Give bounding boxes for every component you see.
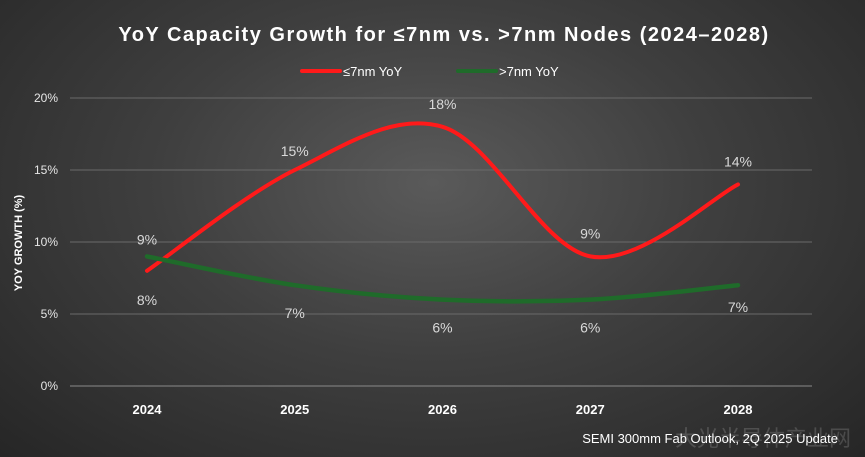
x-tick-label: 2024: [133, 402, 163, 417]
y-tick-label: 5%: [41, 307, 59, 321]
data-label-le7nm: 9%: [580, 225, 600, 241]
legend: ≤7nm YoY >7nm YoY: [300, 64, 559, 79]
y-tick-label: 20%: [34, 91, 58, 105]
data-label-gt7nm: 6%: [580, 320, 600, 336]
legend-label-gt7nm: >7nm YoY: [499, 64, 559, 79]
data-labels: 8% 15% 18% 9% 14% 9% 7% 6% 6% 7%: [137, 96, 752, 336]
source-note: SEMI 300mm Fab Outlook, 2Q 2025 Update: [582, 431, 838, 446]
gridlines: [70, 97, 812, 387]
y-tick-label: 0%: [41, 379, 59, 393]
data-label-le7nm: 14%: [724, 153, 752, 169]
y-axis-label: YOY GROWTH (%): [13, 194, 25, 291]
series-line-le7nm: [145, 121, 740, 273]
x-tick-label: 2025: [280, 402, 309, 417]
x-axis-ticks: 2024 2025 2026 2027 2028: [133, 402, 753, 417]
y-tick-label: 10%: [34, 235, 58, 249]
x-tick-label: 2027: [576, 402, 605, 417]
chart-title: YoY Capacity Growth for ≤7nm vs. >7nm No…: [118, 24, 769, 46]
data-label-gt7nm: 9%: [137, 231, 157, 247]
data-label-gt7nm: 6%: [432, 320, 452, 336]
y-tick-label: 15%: [34, 163, 58, 177]
series-line-gt7nm: [144, 254, 741, 304]
data-label-le7nm: 18%: [428, 96, 456, 112]
series-lines: [144, 121, 741, 304]
y-axis-ticks: 0% 5% 10% 15% 20%: [34, 91, 58, 393]
x-tick-label: 2026: [428, 402, 457, 417]
data-label-le7nm: 8%: [137, 292, 157, 308]
data-label-gt7nm: 7%: [728, 299, 748, 315]
data-label-gt7nm: 7%: [285, 305, 305, 321]
data-label-le7nm: 15%: [281, 143, 309, 159]
watermark: 大光半导体产业网: [675, 427, 851, 452]
legend-label-le7nm: ≤7nm YoY: [343, 64, 403, 79]
x-tick-label: 2028: [724, 402, 753, 417]
